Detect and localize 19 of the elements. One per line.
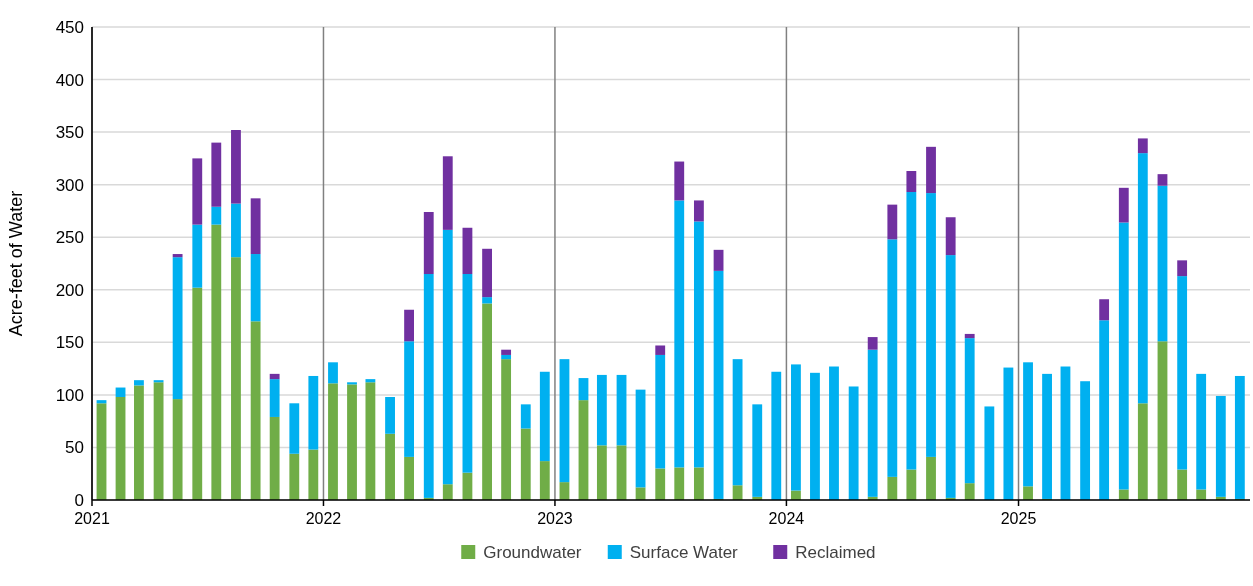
y-axis-title: Acre-feet of Water [6, 190, 26, 337]
y-tick-label: 100 [55, 385, 84, 405]
y-tick-label: 200 [55, 280, 84, 300]
y-tick-label: 0 [74, 491, 84, 510]
y-tick-label: 250 [55, 228, 84, 248]
y-tick-label: 50 [65, 438, 84, 458]
x-tick-label: 2022 [305, 510, 342, 527]
legend-label: Surface Water [629, 543, 739, 562]
y-tick-label: 400 [55, 70, 84, 90]
x-tick-label: 2023 [537, 510, 573, 527]
y-tick-label: 350 [55, 123, 84, 143]
y-tick-label: 300 [55, 175, 84, 195]
x-tick-label: 2021 [74, 510, 110, 527]
x-tick-label: 2025 [1000, 510, 1037, 527]
x-tick-label: 2024 [768, 510, 805, 527]
y-tick-label: 450 [55, 18, 84, 37]
y-tick-label: 150 [55, 333, 84, 353]
legend-label: Groundwater [483, 543, 582, 562]
legend-label: Reclaimed [795, 543, 876, 562]
